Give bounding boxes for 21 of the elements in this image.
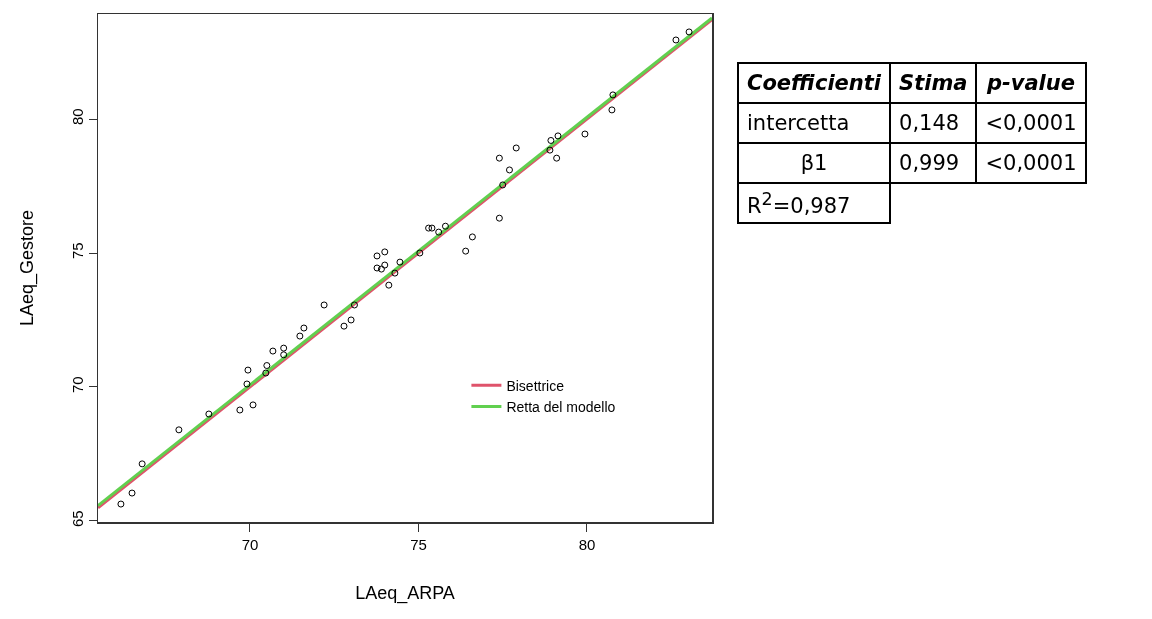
text: <0,0001 [976,103,1086,143]
y-tick-label: 80 [68,108,86,126]
y-tick-label: 70 [68,376,86,394]
text: 0,999 [890,143,977,183]
text: R$^{2}$=0,987 [738,183,891,223]
text: β1 [738,143,891,183]
text: intercetta [738,103,891,143]
text: Coefficienti [738,63,891,103]
legend-label: Retta del modello [506,398,616,415]
legend-label: Bisettrice [506,377,565,394]
x-tick-label: 80 [578,535,596,553]
text: p-value [976,63,1086,103]
y-tick-label: 65 [68,510,86,528]
y-axis-title: LAeq_Gestore [16,209,38,327]
x-tick-label: 75 [410,535,427,553]
text: Stima [890,63,977,103]
text: <0,0001 [976,143,1086,183]
x-tick-label: 70 [241,535,259,553]
y-tick-label: 75 [68,242,86,260]
text: 0,148 [890,103,977,143]
x-axis-title: LAeq_ARPA [355,583,455,605]
